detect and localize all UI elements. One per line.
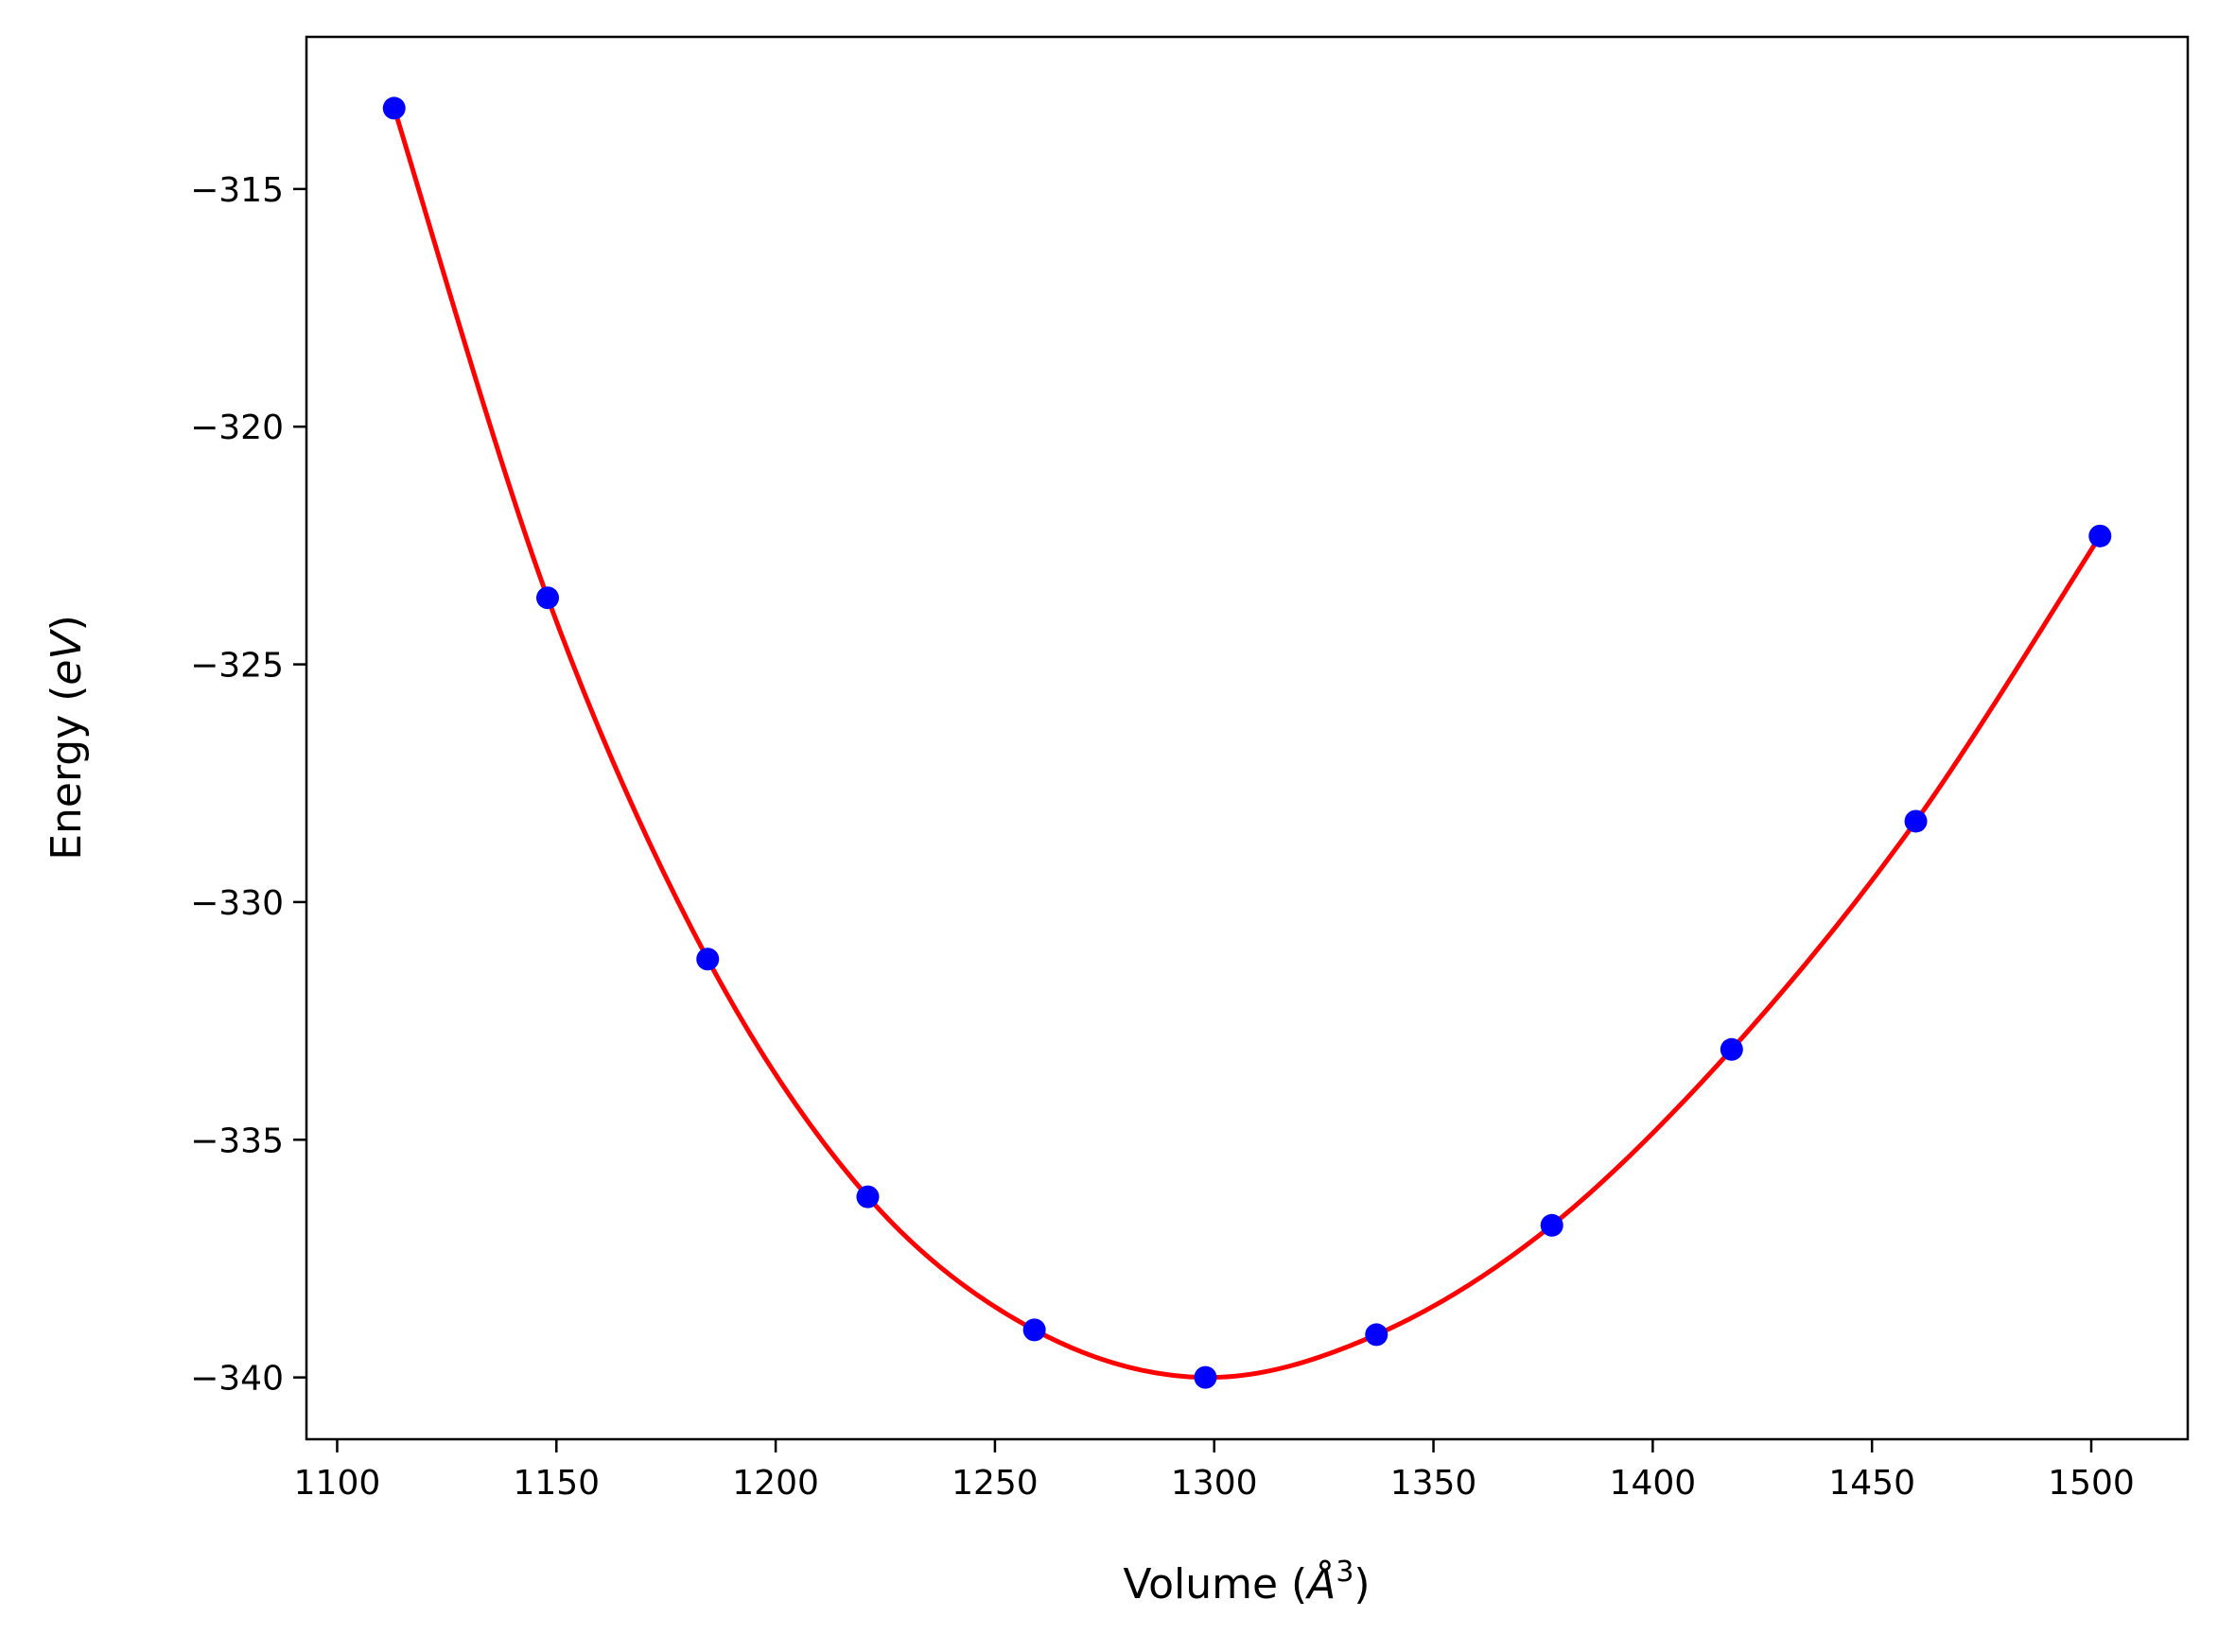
data-point	[1904, 809, 1928, 833]
x-axis-label: Volume (Å3)	[1123, 1556, 1370, 1609]
x-tick-label: 1350	[1390, 1464, 1477, 1503]
y-axis-label: Energy (eV)	[43, 615, 91, 861]
y-tick-label: −340	[190, 1360, 284, 1399]
x-tick-label: 1500	[2048, 1464, 2135, 1503]
y-axis: −315 −320 −325 −330 −335 −340	[190, 171, 306, 1399]
y-tick-label: −335	[190, 1122, 284, 1160]
data-point	[696, 948, 720, 971]
x-tick-label: 1250	[952, 1464, 1039, 1503]
y-tick-label: −320	[190, 409, 284, 447]
x-axis: 1100 1150 1200 1250 1300 1350 1400 1450 1500	[294, 1439, 2135, 1503]
data-point	[2088, 524, 2112, 548]
data-point	[1194, 1365, 1217, 1389]
x-tick-label: 1200	[732, 1464, 819, 1503]
x-tick-label: 1450	[1828, 1464, 1915, 1503]
data-point	[382, 96, 406, 120]
fit-curve-layer	[392, 107, 2103, 1381]
data-point	[536, 586, 559, 610]
data-points-layer	[382, 96, 2112, 1389]
data-point	[1720, 1037, 1743, 1061]
x-tick-label: 1150	[513, 1464, 600, 1503]
data-point	[856, 1185, 880, 1209]
fit-curve-line	[392, 107, 2103, 1381]
data-point	[1365, 1323, 1388, 1347]
plot-area-frame	[305, 35, 2190, 1441]
x-tick-label: 1100	[294, 1464, 381, 1503]
data-point	[1022, 1318, 1046, 1342]
data-point	[1540, 1213, 1563, 1237]
y-tick-label: −315	[190, 171, 284, 210]
x-tick-label: 1300	[1171, 1464, 1258, 1503]
x-tick-label: 1400	[1610, 1464, 1697, 1503]
y-tick-label: −330	[190, 884, 284, 923]
y-tick-label: −325	[190, 647, 284, 686]
